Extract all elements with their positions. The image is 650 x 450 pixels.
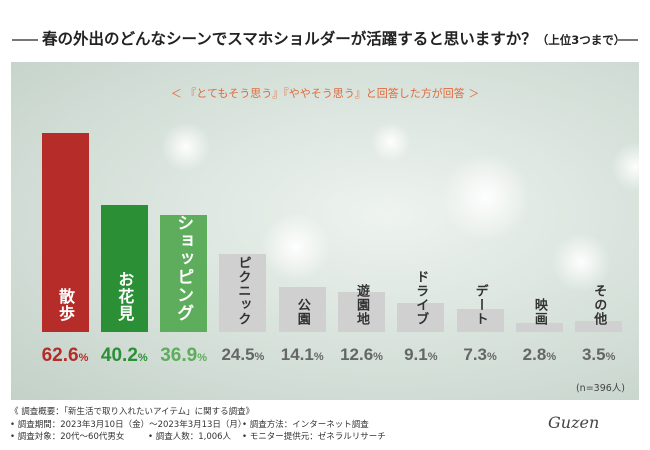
value-number: 3.5 [581,345,606,364]
sparkle-decoration [441,152,531,242]
value-unit: % [373,351,383,363]
footer-target: • 調査対象：20代〜60代男女 [10,432,125,442]
value-unit: % [197,352,207,364]
category-label: お花見 [115,271,135,322]
value-label: 40.2% [94,345,154,367]
bar-4 [219,254,267,332]
category-label: 散歩 [56,288,75,322]
bar-5 [278,287,326,332]
footer-method: • 調査方法：インターネット調査 [242,419,369,430]
category-label: 遊園地 [354,284,369,326]
sparkle-decoration [261,212,331,282]
value-number: 36.9 [160,345,198,366]
sparkle-decoration [371,122,411,162]
footer-period: • 調査期間：2023年3月10日（金）〜2023年3月13日（月） [10,419,247,430]
value-unit: % [427,351,438,363]
value-label: 24.5% [213,345,273,365]
value-number: 2.8 [522,345,547,364]
bar-10 [575,321,623,332]
value-unit: % [78,352,89,364]
footer-heading: 《 調査概要：「新生活で取り入れたいアイテム」に関する調査》 [10,407,255,417]
category-label: デート [472,284,488,326]
category-label: 公園 [294,298,310,326]
title-rule-right [616,39,638,41]
bar-1 [41,133,89,332]
value-label: 9.1% [391,345,451,365]
bar-9 [515,323,563,332]
value-label: 14.1% [272,345,332,365]
sample-size-note: (n=396人) [575,383,625,394]
value-number: 12.6 [340,345,374,364]
value-label: 2.8% [509,345,569,365]
category-label: ドライブ [413,270,429,326]
bar-2 [100,205,148,332]
value-unit: % [605,351,616,363]
value-label: 7.3% [450,345,510,365]
sparkle-decoration [161,122,211,172]
bar-8 [456,309,504,332]
footer-count: • 調査人数：1,006人 [148,432,232,442]
brand-logo: Guzen [548,413,600,432]
title-bar: 春の外出のどんなシーンでスマホショルダーが活躍すると思いますか？（上位3つまで） [0,22,650,62]
value-unit: % [546,351,557,363]
footer-provider: • モニター提供元：ゼネラルリサーチ [242,432,386,442]
sparkle-decoration [551,232,611,292]
survey-footer: 《 調査概要：「新生活で取り入れたいアイテム」に関する調査》 • 調査期間：20… [10,406,386,444]
bar-7 [397,303,445,332]
value-unit: % [487,351,497,363]
value-unit: % [137,352,148,364]
category-label: 映画 [531,298,547,326]
value-number: 24.5 [221,345,255,364]
value-unit: % [313,351,324,363]
value-label: 36.9% [154,345,214,367]
category-label: ショッピング [173,214,194,322]
chart-title-main: 春の外出のどんなシーンでスマホショルダーが活躍すると思いますか？ [42,30,537,48]
chart-title-suffix: （上位3つまで） [536,33,626,47]
value-number: 40.2 [100,345,138,366]
sparkle-decoration [611,142,639,192]
title-rule-left [12,39,38,41]
value-number: 9.1 [404,345,428,364]
chart-panel: ＜ 『とてもそう思う』『ややそう思う』と回答した方が回答 ＞ 散歩 62.6% お花… [11,62,639,400]
bar-3 [160,215,208,332]
category-label: その他 [591,284,607,326]
chart-subtitle: ＜ 『とてもそう思う』『ややそう思う』と回答した方が回答 ＞ [170,87,480,100]
chart-title: 春の外出のどんなシーンでスマホショルダーが活躍すると思いますか？（上位3つまで） [42,27,625,49]
value-label: 62.6% [35,345,95,367]
category-label: ピクニック [235,256,251,326]
value-label: 12.6% [332,345,392,365]
value-label: 3.5% [569,345,629,365]
value-number: 14.1 [280,345,314,364]
bar-6 [338,292,385,332]
value-number: 62.6 [41,345,79,366]
value-unit: % [254,351,265,363]
value-number: 7.3 [463,345,488,364]
